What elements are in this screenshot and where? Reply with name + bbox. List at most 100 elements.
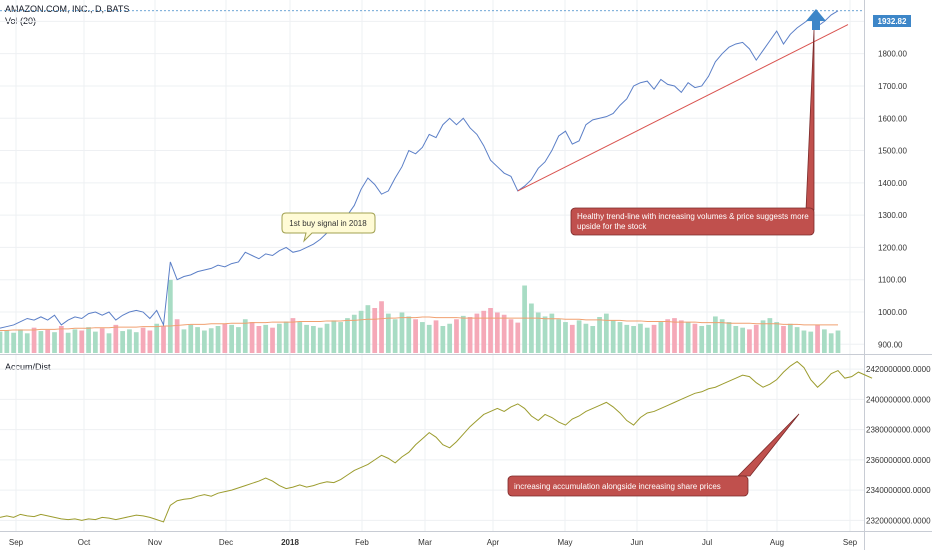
volume-bars — [0, 279, 841, 353]
volume-bar — [167, 279, 173, 353]
price-tick-label: 1200.00 — [878, 243, 907, 252]
volume-bar — [413, 319, 418, 353]
x-tick-label: 2018 — [281, 538, 299, 547]
x-tick-label: May — [557, 538, 572, 547]
x-tick-label: Sep — [9, 538, 24, 547]
volume-bar — [678, 320, 684, 353]
volume-bar — [740, 327, 745, 353]
volume-bar — [365, 305, 371, 353]
volume-bar — [379, 301, 384, 353]
x-tick-label: Apr — [487, 538, 500, 547]
volume-ma-line — [0, 316, 838, 331]
volume-bar — [454, 319, 459, 353]
volume-bar — [222, 323, 228, 353]
volume-bar — [692, 323, 698, 353]
accum-note-box — [507, 475, 749, 497]
volume-bar — [358, 310, 364, 353]
volume-bar — [501, 314, 507, 353]
volume-bar — [685, 322, 691, 353]
volume-bar — [236, 327, 241, 353]
last-price-value: 1932.82 — [878, 17, 907, 26]
price-axis-divider — [864, 0, 865, 550]
volume-bar — [283, 321, 289, 353]
pane-divider-2 — [0, 531, 932, 532]
volume-bar — [624, 324, 630, 353]
accum-axis: 2320000000.0000 2340000000.0000 2360000000… — [866, 365, 931, 525]
trendline-note-text: Healthy trend-line with increasing volum… — [577, 212, 811, 231]
volume-bar — [229, 324, 235, 353]
volume-bar — [815, 324, 820, 353]
volume-bar — [58, 326, 64, 353]
volume-bar — [828, 333, 834, 353]
price-tick-label: 900.00 — [878, 340, 903, 349]
volume-bar — [522, 285, 527, 353]
grid — [0, 0, 864, 531]
volume-bar — [794, 327, 800, 353]
volume-bar — [474, 313, 480, 353]
accum-series-line — [0, 360, 873, 523]
volume-bar — [733, 326, 739, 353]
volume-bar — [719, 319, 725, 353]
volume-bar — [351, 314, 357, 353]
x-tick-label: Sep — [843, 538, 858, 547]
buy-signal-callout: 1st buy signal in 2018 — [281, 212, 376, 243]
volume-bar — [617, 322, 623, 353]
price-axis: 900.00 1000.00 1100.00 1200.00 1300.00 1400.0… — [878, 17, 907, 349]
volume-bar — [556, 319, 562, 353]
volume-bar — [597, 317, 602, 353]
volume-bar — [753, 324, 759, 353]
volume-bar — [638, 323, 643, 353]
volume-bar — [72, 329, 78, 353]
volume-bar — [52, 332, 57, 353]
volume-bar — [86, 327, 91, 353]
volume-bar — [263, 324, 269, 353]
symbol-title: AMAZON.COM, INC., D, BATS — [5, 4, 130, 14]
volume-bar — [808, 331, 814, 353]
volume-bar — [488, 308, 493, 353]
price-tick-label: 1500.00 — [878, 147, 907, 156]
trend-line — [517, 24, 849, 192]
volume-bar — [127, 329, 132, 353]
price-tick-label: 1400.00 — [878, 179, 907, 188]
volume-bar — [133, 332, 139, 353]
volume-bar — [433, 320, 439, 353]
volume-bar — [65, 332, 71, 353]
x-tick-label: Jul — [702, 538, 712, 547]
volume-bar — [481, 310, 487, 353]
price-tick-label: 1100.00 — [878, 276, 907, 285]
volume-bar — [576, 320, 582, 353]
volume-bar — [835, 330, 841, 353]
volume-bar — [311, 326, 316, 353]
volume-bar — [208, 328, 214, 353]
volume-bar — [542, 316, 548, 353]
volume-bar — [549, 313, 555, 353]
trendline-note-box — [570, 207, 815, 236]
volume-bar — [706, 324, 711, 353]
volume-bar — [781, 326, 786, 353]
accum-indicator-label: Accum/Dist — [5, 362, 51, 372]
volume-bar — [494, 312, 500, 353]
volume-bar — [467, 317, 473, 353]
volume-bar — [801, 330, 807, 353]
volume-bar — [161, 326, 166, 353]
accum-tick-label: 2420000000.0000 — [866, 365, 931, 374]
volume-bar — [713, 316, 718, 353]
volume-bar — [188, 324, 194, 353]
volume-bar — [767, 318, 773, 353]
accum-tick-label: 2400000000.0000 — [866, 395, 931, 404]
volume-bar — [460, 315, 466, 353]
x-tick-label: Feb — [355, 538, 369, 547]
price-tick-label: 1600.00 — [878, 114, 907, 123]
volume-bar — [787, 323, 793, 353]
volume-bar — [99, 328, 105, 353]
volume-bar — [569, 324, 575, 353]
volume-bar — [603, 313, 609, 353]
x-tick-label: Mar — [418, 538, 432, 547]
volume-bar — [195, 327, 200, 353]
volume-bar — [202, 330, 207, 353]
volume-bar — [249, 322, 255, 353]
volume-bar — [658, 322, 664, 353]
volume-bar — [774, 322, 780, 353]
up-arrow-icon — [806, 9, 826, 30]
